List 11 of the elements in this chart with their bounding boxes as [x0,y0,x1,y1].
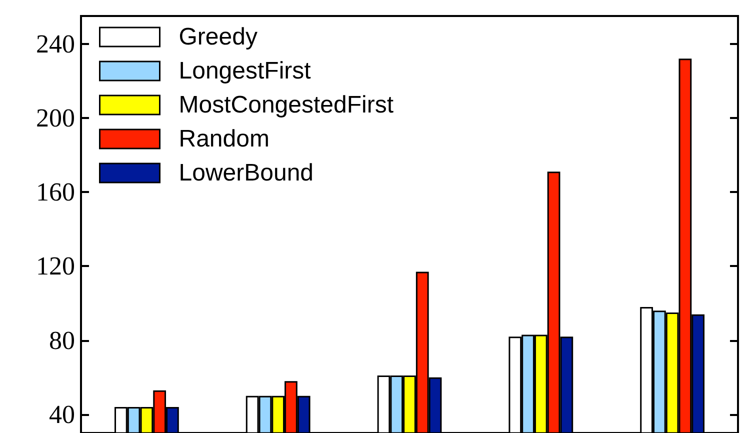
y-tick-label: 120 [36,252,75,281]
legend-label: Greedy [178,24,258,50]
y-tick-label: 240 [36,29,75,58]
y-tick-label: 40 [49,400,75,429]
legend-label: Random [178,126,270,152]
legend-label: LowerBound [178,160,314,186]
y-tick-label: 80 [49,326,75,355]
y-tick-label: 200 [36,103,75,132]
legend-label: MostCongestedFirst [178,92,394,118]
y-tick-label: 160 [36,178,75,207]
legend-label: LongestFirst [178,58,312,84]
